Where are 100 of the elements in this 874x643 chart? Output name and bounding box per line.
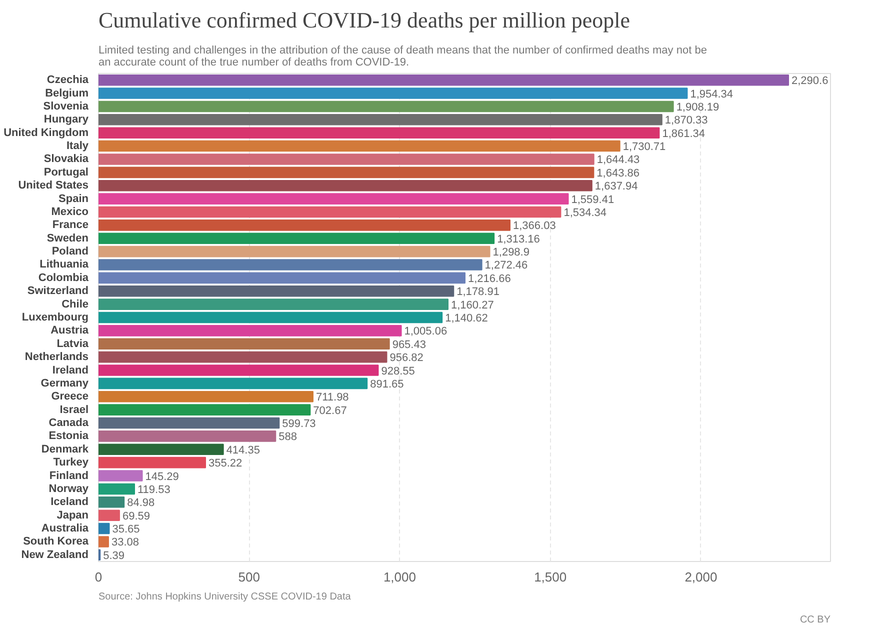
- data-label: 1,160.27: [451, 299, 494, 312]
- y-tick-label: Germany: [40, 377, 90, 390]
- bar: [98, 246, 490, 258]
- y-tick-label: Greece: [51, 390, 89, 403]
- y-tick-label: Latvia: [56, 338, 90, 350]
- y-tick-label: Chile: [62, 298, 89, 310]
- bar: [98, 272, 466, 284]
- y-tick-label: Turkey: [53, 456, 90, 469]
- y-tick-label: Iceland: [50, 496, 88, 508]
- data-label: 1,637.94: [594, 180, 638, 193]
- y-tick-label: Hungary: [44, 114, 90, 126]
- data-label: 84.98: [127, 497, 155, 510]
- bar: [98, 456, 206, 468]
- data-label: 588: [278, 431, 297, 444]
- data-label: 2,290.6: [792, 75, 828, 88]
- data-label: 1,366.03: [512, 220, 556, 232]
- data-label: 69.59: [122, 510, 150, 522]
- data-label: 145.29: [145, 470, 179, 483]
- y-tick-label: Portugal: [44, 166, 89, 178]
- data-label: 1,216.66: [468, 272, 511, 285]
- data-label: 1,298.9: [492, 246, 530, 259]
- y-tick-label: Japan: [56, 509, 89, 522]
- text: CC BY: [800, 614, 831, 626]
- bar: [98, 510, 120, 521]
- data-label: 33.08: [111, 536, 139, 549]
- data-label: 35.65: [112, 524, 140, 536]
- bar: [98, 193, 569, 204]
- bar: [98, 232, 495, 244]
- chart-title: Cumulative confirmed COVID-19 deaths per million people: [98, 8, 630, 32]
- x-tick-label: 0: [94, 570, 102, 584]
- data-label: 702.67: [313, 404, 347, 417]
- bar: [98, 496, 125, 508]
- data-label: 711.98: [316, 392, 349, 404]
- bar: [98, 470, 143, 482]
- bar: [98, 127, 660, 138]
- data-label: 1,313.16: [497, 233, 540, 246]
- data-label: 1,559.41: [571, 194, 614, 206]
- data-label: 1,005.06: [404, 326, 448, 338]
- bar: [98, 154, 594, 165]
- y-tick-label: Netherlands: [24, 351, 89, 364]
- bar: [98, 100, 674, 112]
- bar: [98, 364, 379, 376]
- y-tick-label: Estonia: [48, 430, 90, 442]
- bar: [98, 140, 620, 152]
- bar: [98, 259, 482, 270]
- y-tick-label: Czechia: [46, 74, 90, 86]
- bar: [98, 430, 276, 442]
- data-label: 414.35: [226, 444, 260, 456]
- bar: [98, 325, 402, 336]
- data-label: 1,730.71: [622, 141, 666, 154]
- bar: [98, 536, 109, 548]
- data-label: 928.55: [381, 365, 415, 378]
- bar: [98, 444, 224, 456]
- bar: [98, 166, 594, 178]
- x-tick-label: 1,000: [383, 570, 416, 584]
- x-tick-label: 500: [238, 570, 260, 584]
- y-tick-label: Lithuania: [40, 258, 90, 271]
- source-note: Source: Johns Hopkins University CSSE COVID-19 Data: [98, 592, 352, 602]
- data-label: 1,861.34: [662, 128, 706, 140]
- y-tick-label: Mexico: [51, 206, 89, 218]
- bar: [98, 220, 510, 231]
- data-label: 956.82: [390, 352, 424, 364]
- data-label: 1,534.34: [564, 206, 607, 219]
- y-tick-label: Sweden: [46, 232, 89, 244]
- x-tick-label: 2,000: [684, 570, 718, 584]
- data-label: 1,272.46: [484, 260, 528, 272]
- y-tick-label: Norway: [48, 482, 90, 495]
- bar: [98, 114, 662, 126]
- data-label: 355.22: [208, 458, 242, 470]
- y-tick-label: United States: [18, 180, 89, 192]
- bar: [98, 180, 592, 192]
- y-tick-label: Ireland: [52, 364, 89, 376]
- data-label: 1,643.86: [596, 167, 640, 180]
- y-tick-label: France: [52, 219, 89, 232]
- data-label: 5.39: [103, 550, 125, 562]
- y-tick-label: Spain: [58, 192, 89, 205]
- y-tick-label: United Kingdom: [4, 126, 89, 139]
- bar: [98, 285, 454, 297]
- data-label: 891.65: [370, 378, 404, 390]
- bar: [98, 206, 562, 218]
- y-tick-label: Australia: [41, 522, 90, 535]
- data-label: 1,870.33: [664, 114, 708, 127]
- y-tick-label: Slovakia: [44, 153, 90, 166]
- data-label: 599.73: [282, 418, 316, 430]
- bar: [98, 483, 136, 495]
- y-tick-label: Finland: [49, 470, 88, 482]
- y-tick-label: Colombia: [38, 272, 90, 284]
- data-label: 1,178.91: [456, 286, 500, 298]
- data-label: 1,908.19: [676, 101, 720, 114]
- bar: [98, 351, 388, 363]
- bar: [98, 88, 688, 99]
- data-label: 119.53: [138, 484, 170, 496]
- bar: [98, 298, 449, 310]
- chart-subtitle: Limited testing and challenges in the attribution of the cause of death means that the number of confirmed deaths may not be an accurate count of the true number of deaths from COVID-19.: [98, 44, 707, 68]
- y-tick-label: Switzerland: [27, 285, 88, 298]
- y-tick-label: Luxembourg: [22, 312, 89, 324]
- bar: [98, 338, 390, 350]
- bar: [98, 404, 311, 416]
- y-tick-label: South Korea: [23, 536, 90, 548]
- data-label: 1,644.43: [596, 154, 640, 166]
